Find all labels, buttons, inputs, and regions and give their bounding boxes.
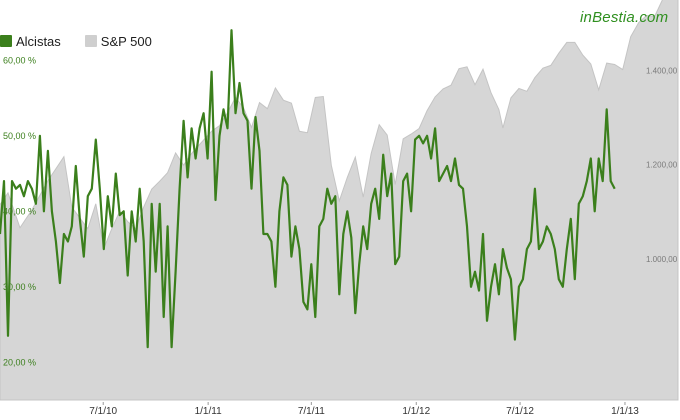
legend-swatch-sp500 [84, 35, 97, 47]
legend-label-sp500: S&P 500 [100, 33, 152, 49]
legend-swatch-alcistas [0, 35, 12, 47]
legend-label-alcistas: Alcistas [16, 33, 61, 49]
brand-watermark: inBestia.com [580, 9, 669, 26]
series-area-s-p-500 [0, 0, 679, 401]
legend: Alcistas S&P 500 [0, 31, 176, 51]
left-axis-tick-label: 20,00 % [3, 357, 36, 367]
x-axis-tick-label: 7/1/11 [298, 406, 325, 417]
right-axis-tick-label: 1.400,00 [646, 67, 678, 76]
right-axis-tick-label: 1.000,00 [646, 255, 678, 264]
left-axis-tick-label: 30,00 % [3, 282, 36, 292]
x-axis-tick-label: 1/1/13 [611, 406, 639, 417]
right-axis-tick-label: 1.200,00 [646, 161, 678, 170]
left-axis-tick-label: 40,00 % [3, 206, 36, 216]
x-axis-tick-label: 7/1/12 [506, 406, 534, 417]
x-axis-tick-label: 1/1/11 [195, 406, 222, 417]
left-axis-tick-label: 60,00 % [3, 55, 36, 65]
left-axis-tick-label: 50,00 % [3, 131, 36, 141]
x-axis-tick-label: 1/1/12 [402, 406, 430, 417]
series-line-alcistas [0, 29, 616, 349]
x-axis-tick-label: 7/1/10 [89, 406, 117, 417]
